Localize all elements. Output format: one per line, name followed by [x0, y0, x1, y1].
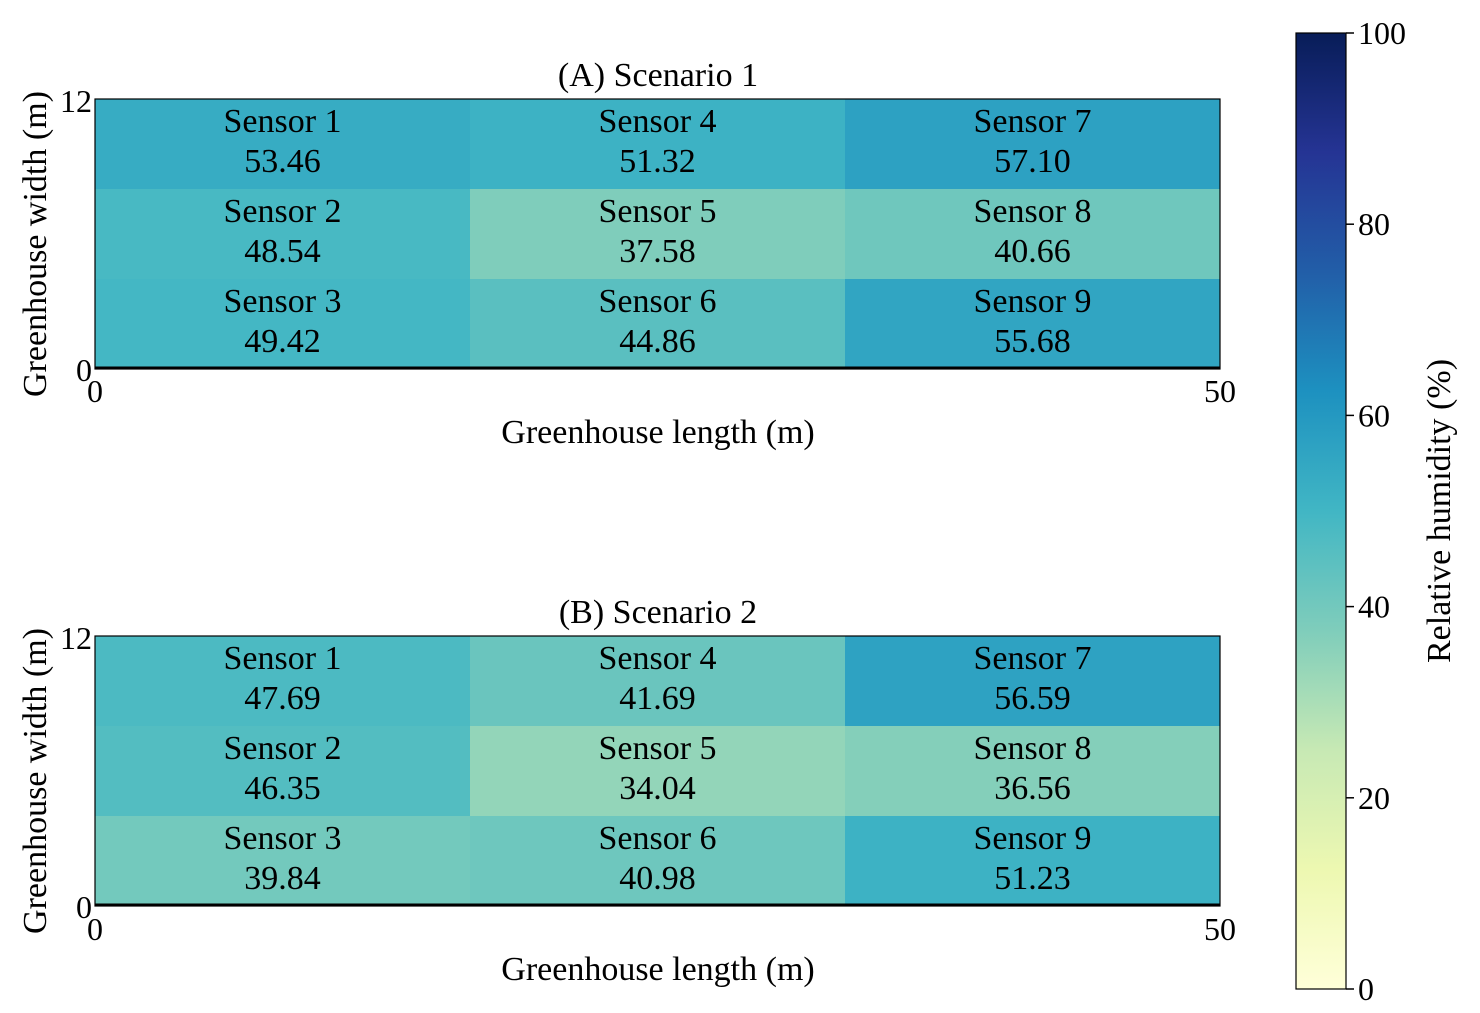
sensor-value-label: 46.35	[244, 770, 321, 807]
colorbar-tick-label: 80	[1358, 206, 1390, 242]
heatmap-cell	[845, 99, 1221, 190]
sensor-name-label: Sensor 4	[598, 103, 716, 140]
sensor-name-label: Sensor 1	[223, 103, 341, 140]
heatmap-cell	[845, 636, 1221, 727]
heatmap-cells: Sensor 147.69 Sensor 441.69 Sensor 756.59 S…	[95, 636, 1221, 907]
x-tick-label-left: 0	[87, 911, 103, 947]
y-tick-label-bottom: 0	[76, 352, 92, 388]
heatmap-cell	[845, 279, 1221, 370]
sensor-value-label: 41.69	[619, 680, 696, 717]
colorbar-tick-label: 0	[1358, 971, 1374, 1007]
sensor-value-label: 57.10	[994, 143, 1071, 180]
sensor-value-label: 36.56	[994, 770, 1071, 807]
y-tick-label-top: 12	[60, 83, 92, 119]
colorbar-tick-label: 60	[1358, 397, 1390, 433]
colorbar-tick-label: 20	[1358, 780, 1390, 816]
heatmap-cell	[95, 99, 471, 190]
x-tick-label-right: 50	[1204, 373, 1236, 409]
heatmap-cells: Sensor 153.46 Sensor 451.32 Sensor 757.10 S…	[95, 99, 1221, 370]
colorbar-label: Relative humidity (%)	[1421, 359, 1458, 663]
sensor-name-label: Sensor 9	[973, 283, 1091, 320]
colorbar: 0 20 40 60 80 100 Relative humidity (%)	[1295, 15, 1458, 1007]
y-axis-label: Greenhouse width (m)	[17, 628, 54, 934]
heatmap-cell	[470, 99, 846, 190]
sensor-value-label: 40.98	[619, 860, 696, 897]
panel-title: (A) Scenario 1	[558, 57, 758, 94]
sensor-name-label: Sensor 7	[973, 640, 1091, 677]
colorbar-gradient	[1295, 32, 1347, 990]
sensor-name-label: Sensor 6	[598, 820, 716, 857]
x-tick-label-right: 50	[1204, 911, 1236, 947]
sensor-name-label: Sensor 9	[973, 820, 1091, 857]
sensor-name-label: Sensor 8	[973, 193, 1091, 230]
sensor-name-label: Sensor 3	[223, 283, 341, 320]
sensor-name-label: Sensor 1	[223, 640, 341, 677]
colorbar-tick-label: 100	[1358, 15, 1406, 51]
panel-scenario-2: (B) Scenario 2 Sensor 147.69 Sensor 441.6…	[17, 594, 1236, 988]
y-tick-label-bottom: 0	[76, 889, 92, 925]
sensor-value-label: 51.23	[994, 860, 1071, 897]
sensor-name-label: Sensor 8	[973, 730, 1091, 767]
heatmap-cell	[95, 726, 471, 817]
sensor-value-label: 51.32	[619, 143, 696, 180]
sensor-value-label: 49.42	[244, 323, 321, 360]
sensor-name-label: Sensor 2	[223, 193, 341, 230]
sensor-value-label: 55.68	[994, 323, 1071, 360]
heatmap-cell	[845, 816, 1221, 907]
y-axis-label: Greenhouse width (m)	[17, 91, 54, 397]
heatmap-cell	[95, 816, 471, 907]
heatmap-cell	[470, 636, 846, 727]
heatmap-cell	[845, 189, 1221, 280]
heatmap-cell	[95, 189, 471, 280]
sensor-value-label: 47.69	[244, 680, 321, 717]
sensor-value-label: 34.04	[619, 770, 696, 807]
panel-title: (B) Scenario 2	[559, 594, 757, 631]
sensor-name-label: Sensor 2	[223, 730, 341, 767]
sensor-name-label: Sensor 5	[598, 730, 716, 767]
heatmap-cell	[470, 816, 846, 907]
y-tick-label-top: 12	[60, 620, 92, 656]
sensor-value-label: 44.86	[619, 323, 696, 360]
sensor-value-label: 48.54	[244, 233, 321, 270]
heatmap-cell	[470, 279, 846, 370]
sensor-value-label: 53.46	[244, 143, 321, 180]
sensor-value-label: 56.59	[994, 680, 1071, 717]
x-axis-label: Greenhouse length (m)	[501, 951, 814, 988]
sensor-value-label: 37.58	[619, 233, 696, 270]
heatmap-cell	[470, 726, 846, 817]
heatmap-cell	[95, 279, 471, 370]
heatmap-cell	[470, 189, 846, 280]
colorbar-tick-label: 40	[1358, 589, 1390, 625]
sensor-name-label: Sensor 3	[223, 820, 341, 857]
heatmap-cell	[95, 636, 471, 727]
sensor-value-label: 40.66	[994, 233, 1071, 270]
colorbar-ticks: 0 20 40 60 80 100	[1346, 15, 1406, 1007]
heatmap-cell	[845, 726, 1221, 817]
x-axis-label: Greenhouse length (m)	[501, 414, 814, 451]
sensor-name-label: Sensor 4	[598, 640, 716, 677]
x-tick-label-left: 0	[87, 373, 103, 409]
sensor-value-label: 39.84	[244, 860, 321, 897]
sensor-name-label: Sensor 5	[598, 193, 716, 230]
panel-scenario-1: (A) Scenario 1 Sensor 153.46 Sensor 451.3…	[17, 57, 1236, 451]
sensor-name-label: Sensor 6	[598, 283, 716, 320]
sensor-name-label: Sensor 7	[973, 103, 1091, 140]
